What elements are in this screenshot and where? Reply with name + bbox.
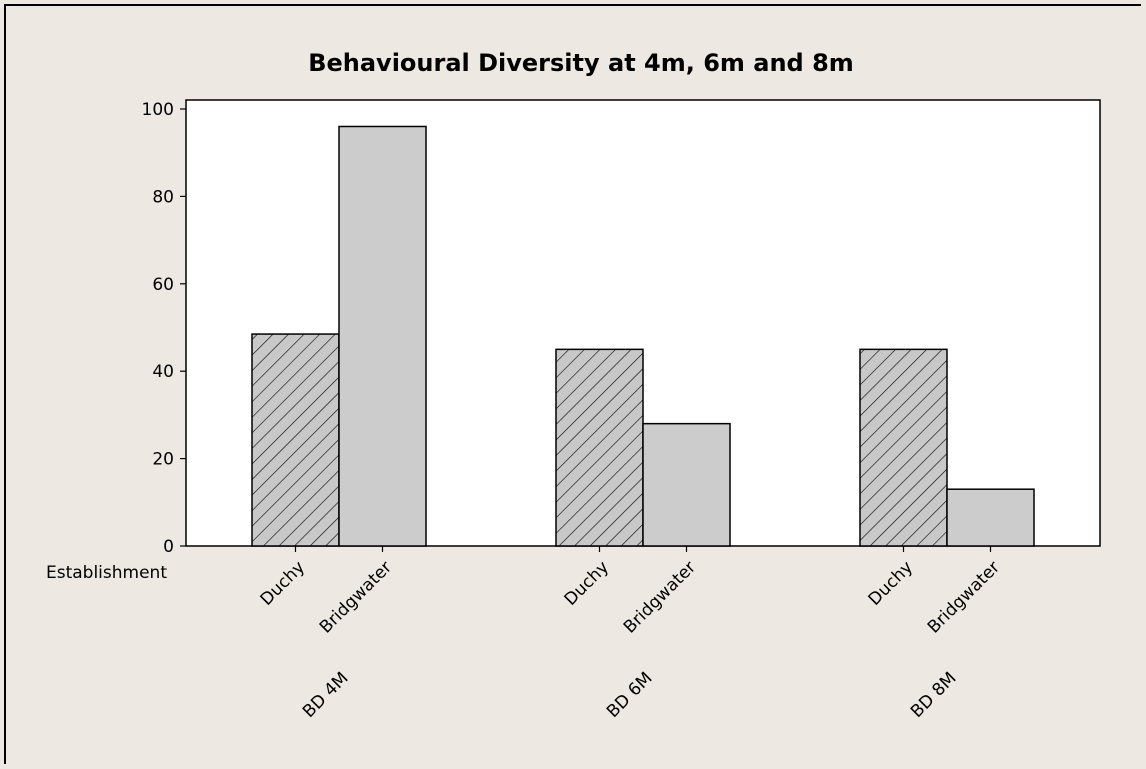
category-tick-label: Bridgwater: [316, 557, 396, 637]
bar-bd-4m-duchy: [251, 333, 340, 547]
y-tick-label: 20: [152, 450, 174, 470]
establishment-axis-label: Establishment: [46, 563, 167, 583]
y-tick-label: 80: [152, 187, 174, 207]
y-tick-label: 100: [142, 100, 174, 120]
bar-bd-4m-bridgwater: [338, 125, 427, 547]
chart-frame: [4, 4, 1141, 764]
group-tick-label: BD 4M: [299, 668, 352, 721]
y-tick-label: 40: [152, 362, 174, 382]
category-tick-label: Bridgwater: [620, 557, 700, 637]
category-tick-label: Bridgwater: [924, 557, 1004, 637]
y-tick-label: 60: [152, 275, 174, 295]
bar-bd-8m-duchy: [859, 348, 948, 547]
y-axis: 0 20 40 60 80 100: [142, 100, 186, 557]
category-tick-label: Duchy: [561, 557, 613, 609]
bar-bd-6m-bridgwater: [642, 422, 731, 547]
group-tick-label: BD 6M: [603, 668, 656, 721]
bar-bd-6m-duchy: [555, 348, 644, 547]
bar-bd-8m-bridgwater: [946, 488, 1035, 547]
category-tick-label: Duchy: [865, 557, 917, 609]
bars: [251, 125, 1035, 547]
chart-title: Behavioural Diversity at 4m, 6m and 8m: [308, 49, 854, 77]
group-tick-label: BD 8M: [907, 668, 960, 721]
category-tick-label: Duchy: [257, 557, 309, 609]
y-tick-label: 0: [163, 537, 174, 557]
